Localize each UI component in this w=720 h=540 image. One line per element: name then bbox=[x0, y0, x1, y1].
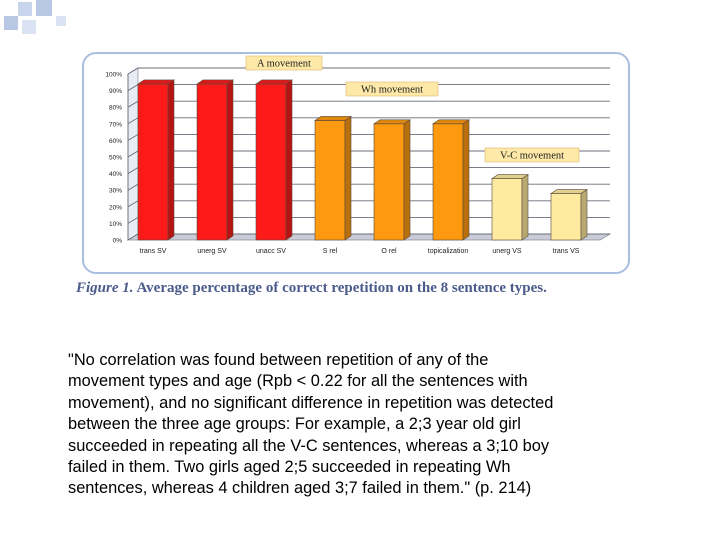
bar-top bbox=[550, 189, 588, 194]
bar bbox=[491, 178, 523, 241]
group-label: V-C movement bbox=[500, 151, 564, 162]
bar-top bbox=[491, 174, 529, 179]
y-tick-label: 60% bbox=[109, 138, 122, 145]
bar-side bbox=[226, 79, 234, 241]
figure-caption-text: Average percentage of correct repetition… bbox=[133, 280, 547, 296]
x-tick-label: S rel bbox=[323, 248, 338, 255]
figure-label: Figure 1. bbox=[76, 280, 134, 296]
figure-caption: Figure 1. Average percentage of correct … bbox=[76, 280, 676, 297]
quote-paragraph: "No correlation was found between repeti… bbox=[68, 351, 554, 498]
y-tick-label: 30% bbox=[109, 188, 122, 195]
y-tick-label: 100% bbox=[105, 72, 122, 79]
bar-top bbox=[432, 119, 470, 125]
y-tick-label: 0% bbox=[113, 238, 123, 245]
decorative-squares bbox=[0, 0, 130, 40]
x-tick-label: unacc SV bbox=[256, 248, 286, 255]
y-tick-label: 20% bbox=[109, 204, 122, 211]
deco-square bbox=[36, 0, 52, 16]
deco-square bbox=[22, 20, 36, 34]
bar-side bbox=[580, 188, 588, 241]
group-label-box bbox=[345, 81, 439, 97]
bar bbox=[137, 83, 169, 241]
bar-side bbox=[285, 79, 293, 241]
y-tick-label: 90% bbox=[109, 88, 122, 95]
x-tick-label: topicalization bbox=[428, 248, 469, 255]
y-tick-label: 80% bbox=[109, 105, 122, 112]
deco-square bbox=[18, 2, 32, 16]
bar-side bbox=[344, 115, 352, 241]
bar bbox=[255, 83, 287, 241]
y-tick-label: 50% bbox=[109, 155, 122, 162]
y-tick-label: 70% bbox=[109, 121, 122, 128]
bar-top bbox=[137, 79, 175, 85]
bar-side bbox=[462, 119, 470, 241]
bar-side bbox=[521, 174, 529, 241]
x-tick-label: trans VS bbox=[553, 248, 580, 255]
y-tick-label: 10% bbox=[109, 221, 122, 228]
bar-top bbox=[314, 116, 352, 121]
x-tick-label: O rel bbox=[381, 248, 397, 255]
bar bbox=[550, 193, 582, 241]
deco-square bbox=[4, 16, 18, 30]
group-label-box bbox=[245, 55, 323, 71]
group-label: Wh movement bbox=[361, 85, 423, 96]
x-tick-label: unerg VS bbox=[492, 248, 522, 255]
bar bbox=[432, 123, 464, 241]
bar-top bbox=[196, 79, 234, 85]
bar bbox=[196, 83, 228, 241]
gridline bbox=[127, 67, 610, 75]
bar bbox=[373, 123, 405, 241]
x-tick-label: trans SV bbox=[140, 248, 167, 255]
deco-square bbox=[56, 16, 66, 26]
bar-side bbox=[403, 119, 411, 241]
y-tick-label: 40% bbox=[109, 171, 122, 178]
group-label-box bbox=[484, 147, 580, 163]
bar-side bbox=[167, 79, 175, 241]
bar-top bbox=[373, 119, 411, 125]
group-label: A movement bbox=[257, 59, 311, 70]
bar bbox=[314, 120, 346, 241]
bar-top bbox=[255, 79, 293, 85]
bar-chart: 0% 10% 20% 30% 40% 50% 60% 70% 80% 90% 100% trans S… bbox=[105, 55, 612, 255]
x-tick-label: unerg SV bbox=[197, 248, 227, 255]
